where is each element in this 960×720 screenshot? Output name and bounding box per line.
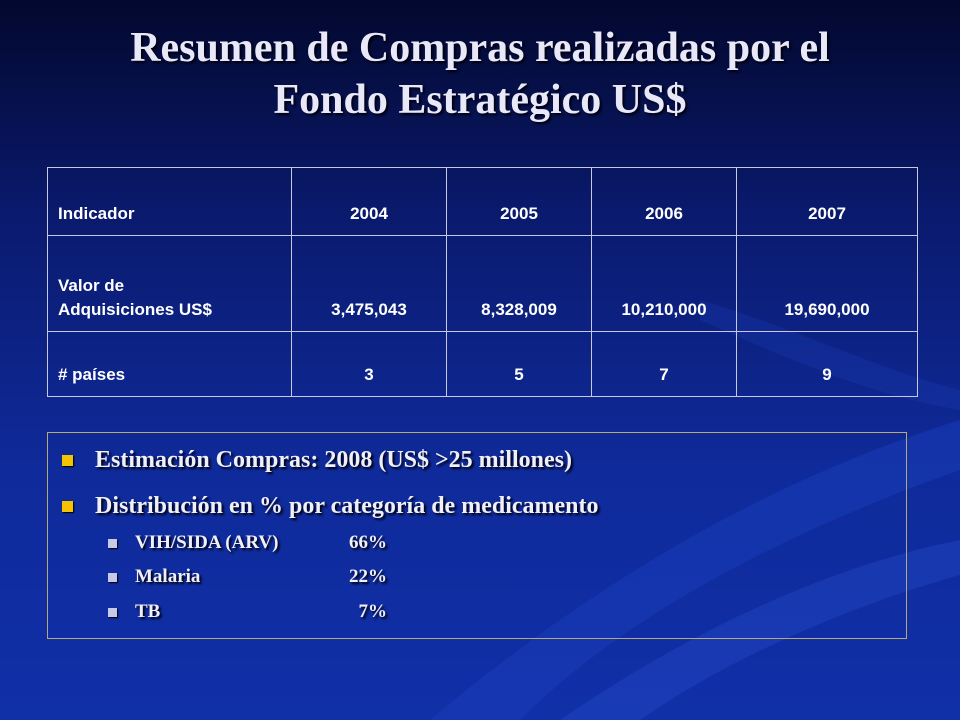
table-header-row: Indicador 2004 2005 2006 2007 (47, 167, 918, 236)
table-row: Valor de Adquisiciones US$ 3,475,043 8,3… (47, 235, 918, 332)
bullet-item: Distribución en % por categoría de medic… (62, 491, 599, 521)
row-label: Valor de Adquisiciones US$ (47, 235, 292, 332)
square-bullet-icon (108, 572, 117, 582)
header-cell: 2007 (736, 167, 918, 236)
table-cell: 10,210,000 (591, 235, 737, 332)
bullet-text: Distribución en % por categoría de medic… (95, 492, 599, 519)
table-cell: 3,475,043 (291, 235, 447, 332)
sub-bullet-item: TB 7% (108, 599, 387, 625)
title-line-1: Resumen de Compras realizadas por el (130, 25, 830, 71)
category-percent: 7% (358, 601, 388, 622)
purchases-table: Indicador 2004 2005 2006 2007 Valor de A… (47, 167, 918, 397)
bullet-item: Estimación Compras: 2008 (US$ >25 millon… (62, 445, 572, 475)
table-cell: 5 (446, 331, 592, 397)
slide-title: Resumen de Compras realizadas por el Fon… (40, 22, 920, 126)
category-percent: 22% (349, 566, 387, 587)
row-label: # países (47, 331, 292, 397)
title-line-2: Fondo Estratégico US$ (273, 77, 687, 123)
square-bullet-icon (108, 538, 117, 548)
table-cell: 19,690,000 (736, 235, 918, 332)
table-cell: 3 (291, 331, 447, 397)
sub-bullet-item: VIH/SIDA (ARV) 66% (108, 530, 387, 556)
header-cell: 2006 (591, 167, 737, 236)
category-name: TB (135, 601, 161, 622)
table-cell: 7 (591, 331, 737, 397)
header-cell: Indicador (47, 167, 292, 236)
bullet-text: Estimación Compras: 2008 (US$ >25 millon… (95, 446, 572, 473)
square-bullet-icon (62, 454, 73, 466)
table-cell: 9 (736, 331, 918, 397)
table-row: # países 3 5 7 9 (47, 331, 918, 397)
square-bullet-icon (108, 607, 117, 617)
sub-bullet-item: Malaria 22% (108, 564, 387, 590)
bullet-box: Estimación Compras: 2008 (US$ >25 millon… (47, 432, 907, 639)
header-cell: 2005 (446, 167, 592, 236)
header-cell: 2004 (291, 167, 447, 236)
category-percent: 66% (349, 532, 387, 553)
square-bullet-icon (62, 500, 73, 512)
table-cell: 8,328,009 (446, 235, 592, 332)
row-label-line: Valor de (58, 276, 125, 295)
category-name: VIH/SIDA (ARV) (135, 532, 279, 553)
row-label-line: Adquisiciones US$ (58, 300, 212, 319)
category-name: Malaria (135, 566, 201, 587)
